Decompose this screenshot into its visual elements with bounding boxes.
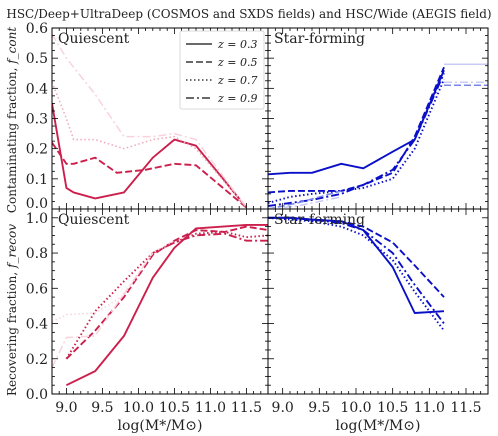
bottom-left-xtick-label: 9.5 bbox=[91, 400, 113, 416]
bottom-right-series-z-0-9-3 bbox=[268, 216, 445, 325]
bottom-left-series-z-0-9-5 bbox=[52, 252, 154, 368]
top-right-series-z-0-5-1 bbox=[268, 66, 445, 194]
top-right-series-z-0-9-5 bbox=[268, 196, 342, 209]
bottom-left-ytick-label: 0.6 bbox=[26, 281, 48, 297]
top-left-series-z-0-9-3 bbox=[52, 33, 248, 208]
bottom-right-series-z-0-3-0 bbox=[268, 216, 445, 314]
bottom-left-xtick-label: 11.0 bbox=[195, 400, 226, 416]
bottom-right-xtick-label: 9.5 bbox=[308, 400, 330, 416]
bottom-right-panel: 9.0 9.5 10.0 10.5 11.0 11.5 log(M*/M⊙) Star-for… bbox=[267, 208, 489, 434]
top-right-series-z-0-5-4 bbox=[268, 190, 342, 209]
bottom-left-xtick-label: 9.0 bbox=[55, 400, 77, 416]
bottom-right-xtick-label: 11.5 bbox=[450, 400, 481, 416]
top-right-series-z-0-7-2 bbox=[268, 78, 445, 204]
bottom-left-ytick-label: 1.0 bbox=[26, 211, 48, 227]
legend: z = 0.3 z = 0.5 z = 0.7 z = 0.9 bbox=[179, 30, 265, 110]
bottom-left-series-z-0-7-4 bbox=[52, 240, 175, 323]
top-left-ytick-label: 0.1 bbox=[26, 172, 48, 188]
bottom-left-series-z-0-7-2 bbox=[65, 230, 268, 360]
legend-label: z = 0.7 bbox=[217, 74, 258, 87]
top-right-panel-label: Star-forming bbox=[274, 31, 365, 47]
bottom-left-panel: 0.0 0.2 0.4 0.6 0.8 1.0 9.0 9.5 10.0 10.5 11.0 11.5… bbox=[26, 208, 269, 434]
bottom-right-xtick-label: 9.0 bbox=[272, 400, 294, 416]
top-left-ytick-label: 0.6 bbox=[26, 21, 48, 37]
bottom-right-frame bbox=[267, 208, 489, 395]
legend-label: z = 0.5 bbox=[217, 56, 258, 69]
top-left-ytick-label: 0.0 bbox=[26, 196, 48, 212]
bottom-left-xtick-label: 11.5 bbox=[231, 400, 262, 416]
legend-label: z = 0.9 bbox=[217, 92, 258, 105]
bottom-left-series-z-0-3-0 bbox=[65, 223, 268, 387]
bottom-left-xtick-label: 10.0 bbox=[123, 400, 154, 416]
bottom-left-xtick-label: 10.5 bbox=[159, 400, 190, 416]
top-left-ytick-label: 0.2 bbox=[26, 142, 48, 158]
bottom-left-ytick-label: 0.4 bbox=[26, 317, 48, 333]
top-left-panel: 0.0 0.1 0.2 0.3 0.4 0.5 0.6 Quiescent bbox=[26, 21, 269, 212]
top-right-series-z-0-9-3 bbox=[268, 72, 445, 207]
bottom-left-ytick-label: 0.2 bbox=[26, 352, 48, 368]
top-left-series-z-0-7-2 bbox=[52, 82, 247, 208]
bottom-left-ytick-label: 0.8 bbox=[26, 246, 48, 262]
bottom-right-series-z-0-5-1 bbox=[268, 216, 445, 298]
top-left-ytick-label: 0.5 bbox=[26, 51, 48, 67]
legend-frame bbox=[179, 30, 265, 110]
bottom-left-xlabel: log(M*/M⊙) bbox=[118, 418, 203, 434]
top-right-frame bbox=[267, 27, 489, 210]
bottom-left-ylabel: Recovering fraction, f_recov bbox=[5, 224, 19, 396]
top-left-ytick-label: 0.3 bbox=[26, 112, 48, 128]
top-right-series-z-0-3-0 bbox=[268, 69, 445, 176]
top-left-ytick-label: 0.4 bbox=[26, 81, 48, 97]
bottom-right-xlabel: log(M*/M⊙) bbox=[336, 418, 421, 434]
bottom-right-series-z-0-7-2 bbox=[268, 216, 445, 332]
bottom-right-xtick-label: 10.0 bbox=[340, 400, 371, 416]
bottom-left-series-z-0-9-3 bbox=[152, 232, 268, 254]
top-right-panel: Star-forming bbox=[267, 27, 489, 210]
top-left-ylabel: Contaminating fraction, f_cont bbox=[5, 27, 19, 214]
bottom-left-ytick-label: 0.0 bbox=[26, 387, 48, 403]
bottom-right-panel-label: Star-forming bbox=[274, 212, 365, 228]
bottom-left-panel-label: Quiescent bbox=[58, 212, 130, 228]
top-left-panel-label: Quiescent bbox=[58, 31, 130, 47]
bottom-right-xtick-label: 11.0 bbox=[414, 400, 445, 416]
bottom-left-series-z-0-5-1 bbox=[65, 225, 268, 360]
legend-label: z = 0.3 bbox=[217, 38, 258, 51]
top-left-series-z-0-5-1 bbox=[52, 142, 248, 209]
figure-title: HSC/Deep+UltraDeep (COSMOS and SXDS fiel… bbox=[6, 7, 491, 21]
top-left-series-z-0-3-0 bbox=[52, 103, 248, 209]
bottom-right-xtick-label: 10.5 bbox=[377, 400, 408, 416]
